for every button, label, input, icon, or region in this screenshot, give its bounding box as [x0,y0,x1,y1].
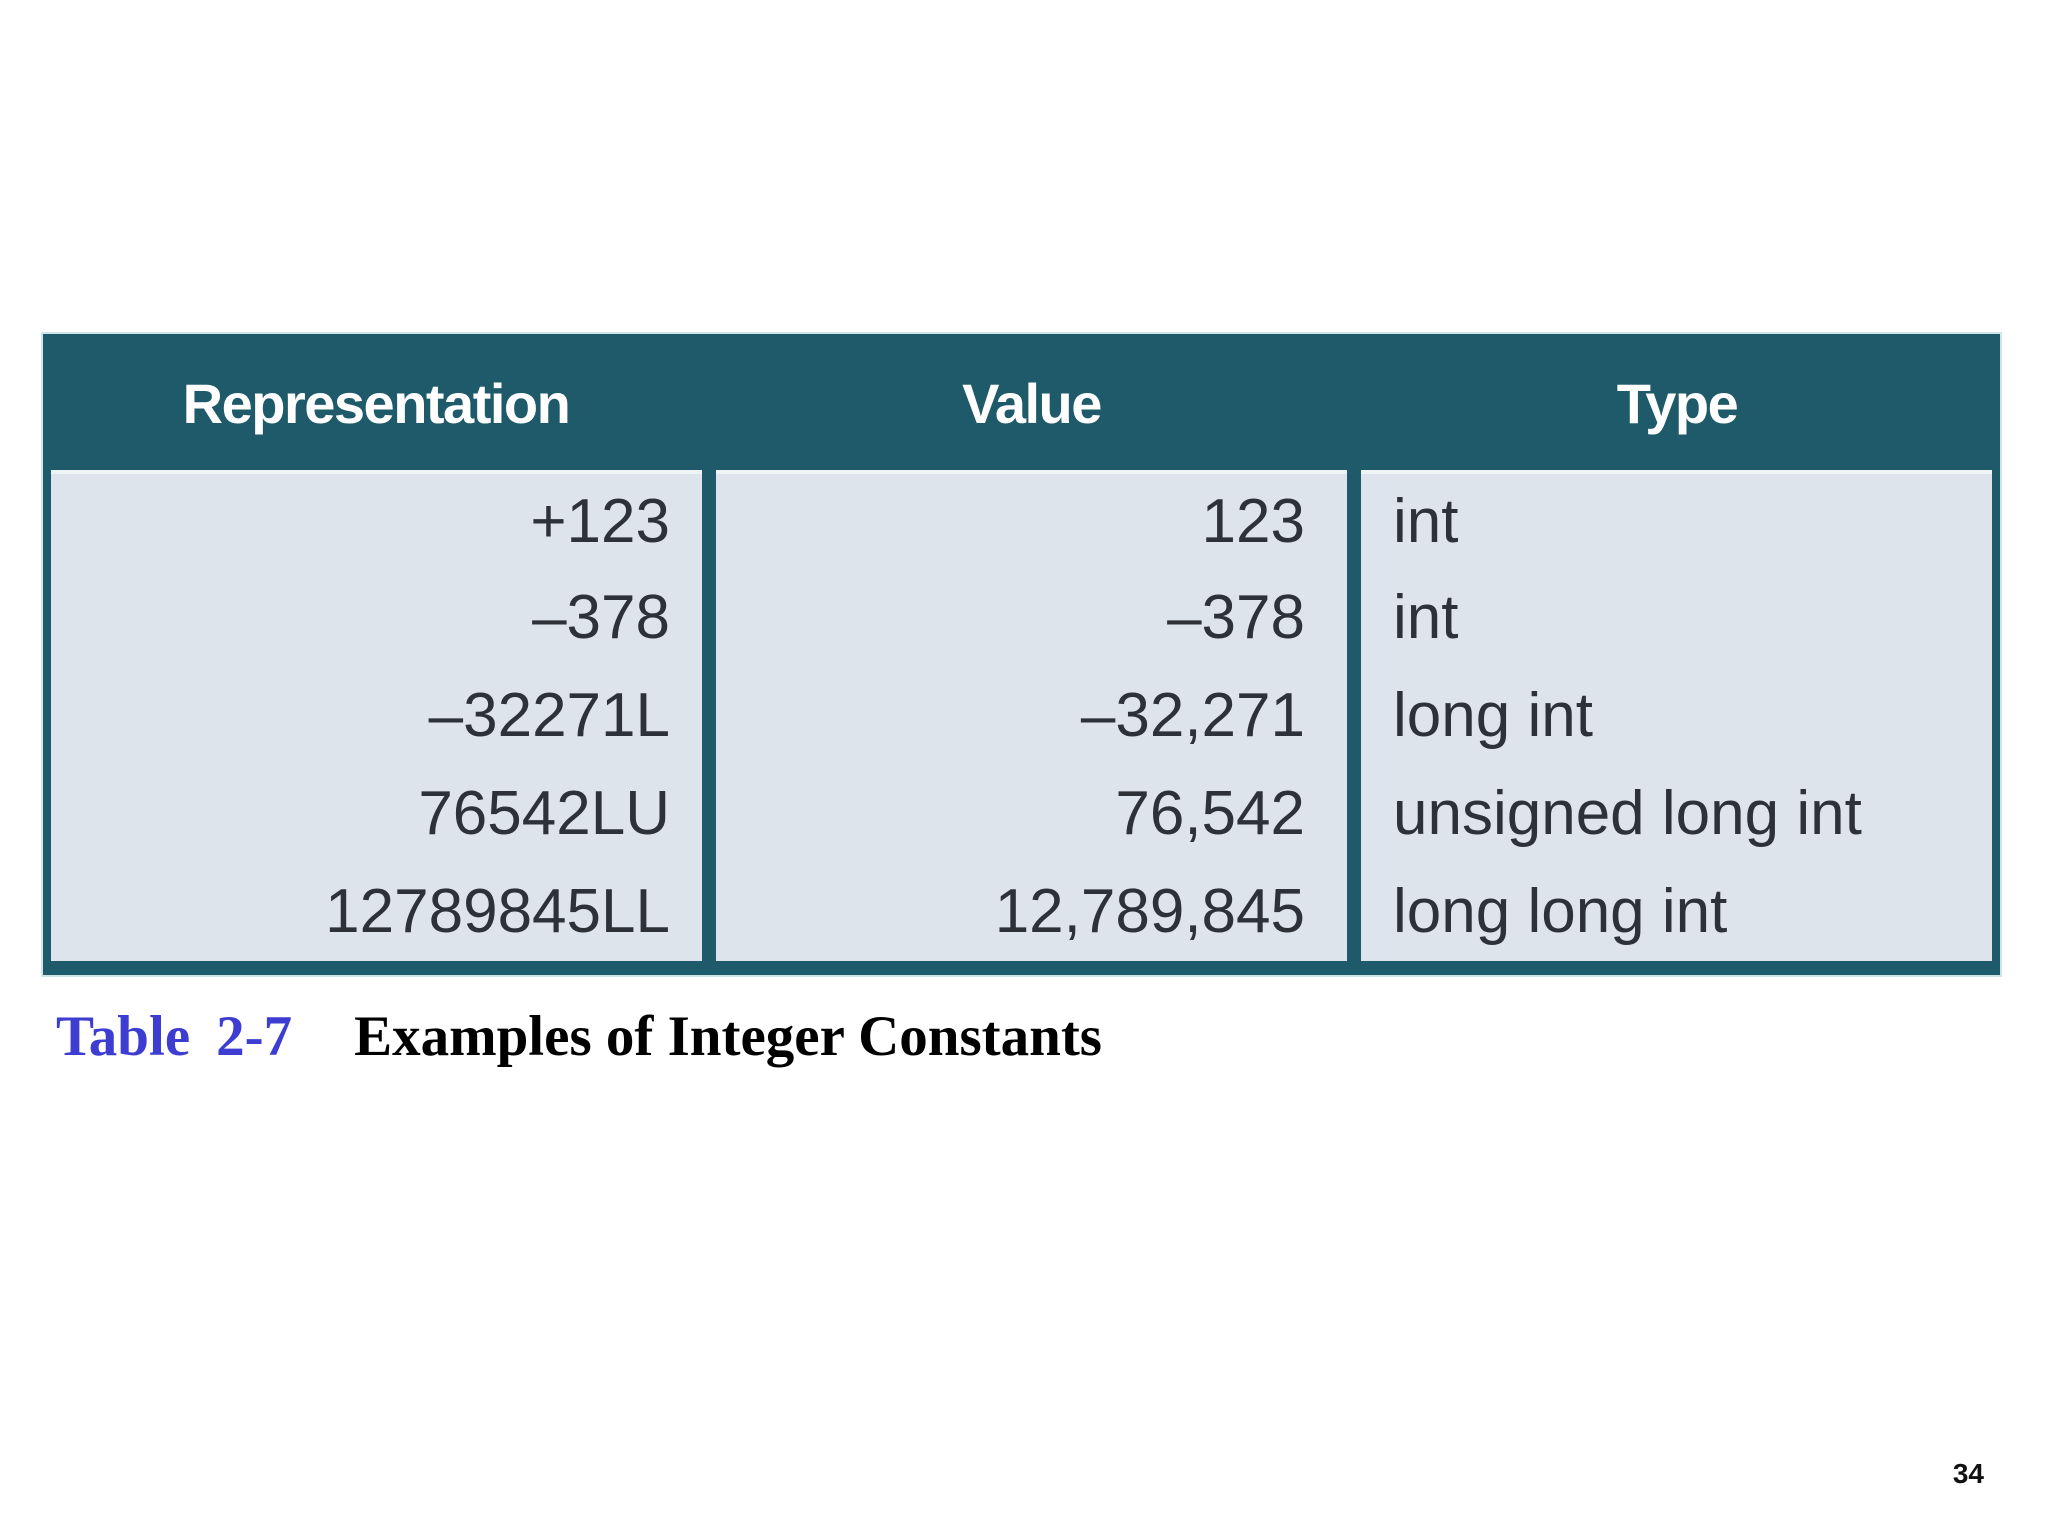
cell-value-row3: 76,542 [716,764,1347,863]
cell-type-row1: int [1361,568,1992,667]
cell-value-row2: –32,271 [716,666,1347,765]
column-header-representation: Representation [182,371,571,435]
cell-representation-row0: +123 [51,470,702,569]
cell-type-row4: long long int [1361,862,1992,961]
cell-representation-row3: 76542LU [51,764,702,863]
table-body: +123 123 int –378 –378 int –32271L –32,2… [43,470,2000,961]
column-header-value: Value [962,371,1102,435]
cell-value-row4: 12,789,845 [716,862,1347,961]
cell-type-row3: unsigned long int [1361,764,1992,863]
cell-representation-row1: –378 [51,568,702,667]
cell-type-row0: int [1361,470,1992,569]
table-header-row: Representation Value Type [43,334,2000,470]
cell-value-row1: –378 [716,568,1347,667]
table-caption: Table 2-7 Examples of Integer Constants [56,1002,1102,1072]
cell-value-row0: 123 [716,470,1347,569]
cell-type-row2: long int [1361,666,1992,765]
caption-table-label: Table [56,1005,191,1068]
caption-title: Examples of Integer Constants [354,1005,1102,1068]
caption-table-number: 2-7 [216,1005,293,1068]
cell-representation-row2: –32271L [51,666,702,765]
cell-representation-row4: 12789845LL [51,862,702,961]
integer-constants-table: Representation Value Type +123 123 int –… [41,332,2002,977]
column-header-type: Type [1616,371,1739,435]
page-number: 34 [1952,1458,1984,1489]
